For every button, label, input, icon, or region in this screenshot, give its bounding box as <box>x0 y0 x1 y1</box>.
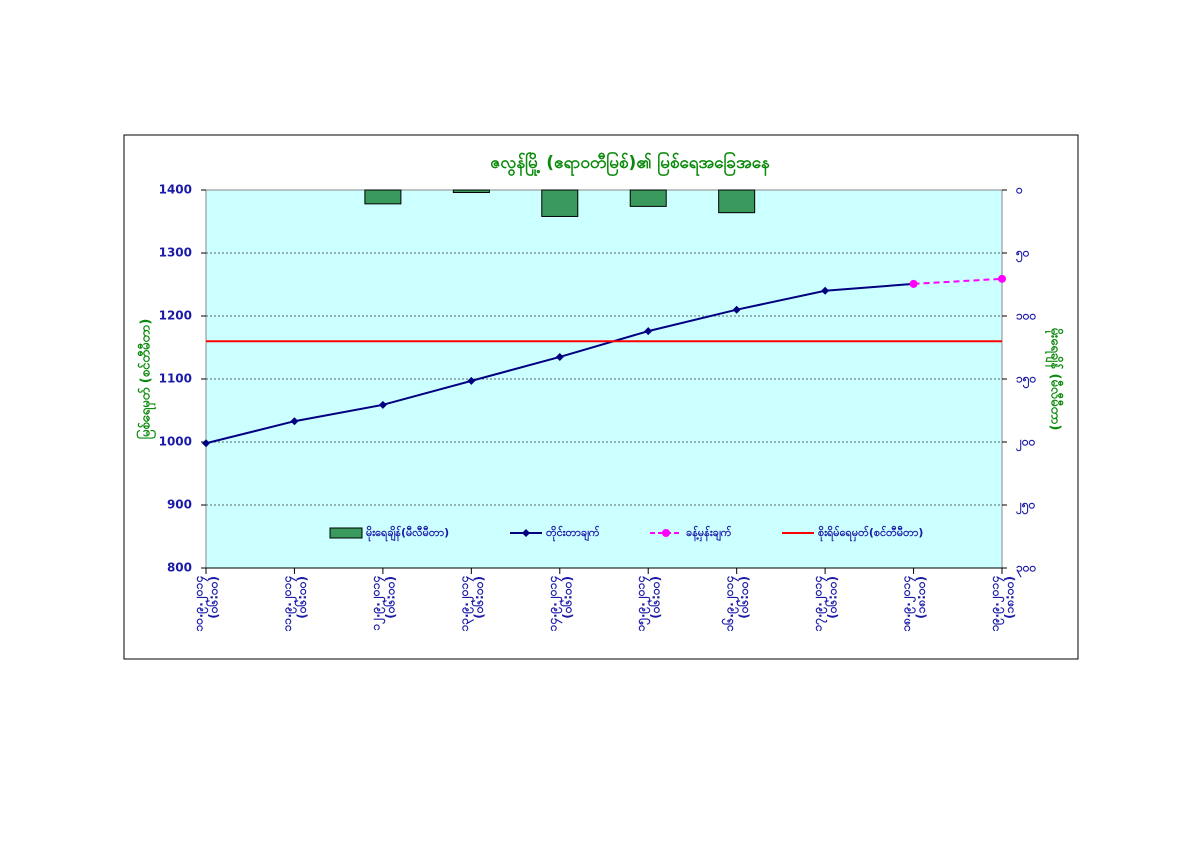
x-tick-label: ၁၈.၉.၂၀၁၄ <box>899 576 917 632</box>
y-tick-label: 1100 <box>159 372 192 386</box>
y2-tick-label: ၀ <box>1015 183 1023 197</box>
x-tick-sublabel: (၀၆:၀၀) <box>470 576 486 619</box>
y2-tick-label: ၂၅၀ <box>1015 498 1036 516</box>
legend-marker <box>662 529 670 537</box>
x-tick-sublabel: (၀၆:၀၀) <box>293 576 309 619</box>
marker <box>821 286 830 295</box>
y2-tick-label: ၁၀၀ <box>1016 309 1037 323</box>
x-tick-sublabel: (၀၆:၀၀) <box>824 576 840 619</box>
series-line <box>913 277 1003 285</box>
x-tick-label: ၁၉.၉.၂၀၁၄ <box>988 576 1006 632</box>
y-tick-label: 1000 <box>159 435 192 449</box>
x-tick-sublabel: (၀၆:၀၀) <box>558 576 574 619</box>
marker <box>467 376 476 385</box>
bar <box>718 189 756 214</box>
x-tick-sublabel: (၀၆:၀၀) <box>205 576 221 619</box>
legend-marker <box>522 529 530 537</box>
legend-label: မိုးရေချိန်(မီလီမီတာ) <box>366 525 449 542</box>
x-tick-sublabel: (၁၈:၀၀) <box>1003 576 1017 619</box>
legend-label: တိုင်းတာချက် <box>546 525 600 542</box>
bar <box>452 189 490 194</box>
marker <box>732 305 741 314</box>
marker <box>290 417 299 426</box>
x-tick-label: ၁၅.၉.၂၀၁၄ <box>634 576 652 632</box>
x-tick-sublabel: (၀၆:၀၀) <box>735 576 751 619</box>
legend-label: ခန့်မှန်းချက် <box>686 525 732 542</box>
y2-axis-label: မိုးရေချိန် (မီလီမီတာ) <box>1045 328 1065 431</box>
marker <box>202 439 210 448</box>
x-tick-label: ၁၄.၉.၂၀၁၄ <box>545 576 563 632</box>
bar <box>629 189 667 207</box>
y-tick-label: 800 <box>167 561 192 575</box>
x-tick-label: ၁၆.၉.၂၀၁၄ <box>720 576 740 632</box>
x-tick-label: ၁၃.၉.၂၀၁၄ <box>457 576 475 632</box>
x-tick-sublabel: (၀၆:၀၀) <box>381 576 397 619</box>
x-tick-label: ၁၇.၉.၂၀၁၄ <box>811 576 829 632</box>
legend-swatch <box>329 527 363 539</box>
y2-tick-label: ၂၀၀ <box>1015 435 1036 453</box>
chart-title: ဇလွန်မြို့ (ဧရာဝတီမြစ်)၏ မြစ်ရေအခြေအနေ <box>490 150 770 177</box>
marker <box>909 279 918 288</box>
x-tick-label: ၁၀.၉.၂၀၁၄ <box>192 576 210 632</box>
y2-tick-label: ၁၅၀ <box>1016 372 1037 390</box>
x-tick-sublabel: (၀၆:၀၀) <box>647 576 663 619</box>
marker <box>644 327 653 336</box>
bar <box>364 189 402 205</box>
y-axis-label: မြစ်ရေမှတ် (စင်တီမီတာ) <box>136 319 157 440</box>
marker <box>555 352 564 361</box>
x-tick-label: ၁၁.၉.၂၀၁၄ <box>280 576 298 632</box>
bar <box>541 189 579 217</box>
marker <box>998 274 1006 283</box>
marker <box>378 400 387 409</box>
legend-label: စိုးရိမ်ရေမှတ်(စင်တီမီတာ) <box>818 525 923 542</box>
y-tick-label: 1400 <box>159 183 192 197</box>
y-tick-label: 900 <box>167 498 192 512</box>
x-tick-label: ၁၂.၉.၂၀၁၄ <box>368 576 386 631</box>
y2-tick-label: ၅၀ <box>1015 246 1030 264</box>
y2-tick-label: ၃၀၀ <box>1016 561 1037 579</box>
x-tick-sublabel: (၁၈:၀၀) <box>914 576 928 619</box>
y-tick-label: 1200 <box>159 309 192 323</box>
y-tick-label: 1300 <box>159 246 192 260</box>
